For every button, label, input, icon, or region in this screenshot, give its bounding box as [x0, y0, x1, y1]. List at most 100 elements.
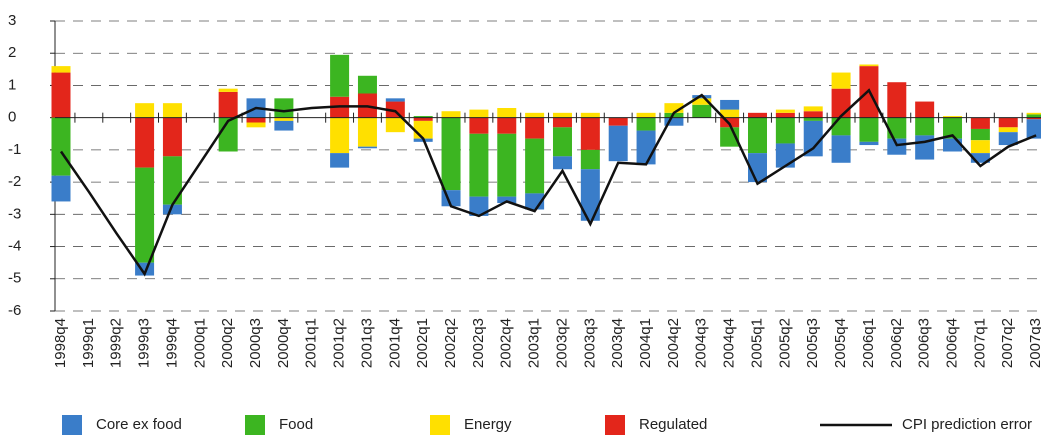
x-tick-label: 1999q3 [136, 318, 153, 368]
bar-segment [357, 117, 377, 147]
bar-segment [330, 117, 350, 154]
line-series [59, 88, 1037, 277]
x-tick-label: 2002q3 [470, 318, 487, 368]
y-tick-label: 0 [8, 109, 16, 126]
x-tick-label: 2000q1 [191, 318, 208, 368]
bar-segment [692, 104, 712, 118]
x-tick-label: 2001q1 [303, 318, 320, 368]
bar-segment [859, 64, 879, 67]
bar-segment [998, 127, 1018, 133]
bar-segment [1026, 114, 1041, 118]
legend-label: Core ex food [96, 416, 182, 433]
bar-segment [803, 106, 823, 112]
x-tick-label: 2006q4 [943, 318, 960, 368]
bar-segment [51, 117, 71, 176]
bar-segment [970, 140, 990, 154]
bar-segment [970, 153, 990, 163]
bar-segment [803, 117, 823, 121]
legend-label: Food [279, 416, 313, 433]
bar-segment [51, 72, 71, 118]
bar-segment [135, 117, 155, 168]
x-tick-label: 2000q4 [275, 318, 292, 368]
bar-segment [469, 109, 489, 118]
bar-segment [162, 156, 182, 205]
x-tick-label: 2007q3 [1027, 318, 1041, 368]
x-tick-label: 2006q1 [860, 318, 877, 368]
bar-segment [887, 138, 907, 155]
bar-segment [357, 75, 377, 94]
bar-segment [775, 109, 795, 113]
x-tick-label: 1999q1 [80, 318, 97, 368]
bar-segment [497, 133, 517, 197]
bar-segment [552, 156, 572, 170]
bar-segment [775, 143, 795, 168]
bar-segment [469, 133, 489, 197]
bar-segment [608, 117, 628, 126]
bar-segment [748, 117, 767, 154]
bar-segment [970, 128, 990, 141]
bar-segment [330, 153, 350, 168]
bar-segment [162, 103, 182, 118]
bar-segment [385, 117, 405, 133]
bar-segment [218, 91, 238, 118]
x-tick-label: 2005q2 [776, 318, 793, 368]
y-tick-label: -3 [8, 205, 21, 222]
x-tick-label: 2001q2 [331, 318, 348, 368]
legend-swatch [430, 415, 450, 435]
bar-segment [608, 125, 628, 162]
x-tick-label: 2003q4 [609, 318, 626, 368]
bar-segment [1026, 112, 1041, 115]
x-tick-label: 1999q2 [108, 318, 125, 368]
x-tick-label: 2002q1 [414, 318, 431, 368]
bar-segment [803, 120, 823, 157]
bar-segment [441, 117, 461, 191]
bar-segment [413, 120, 433, 139]
x-tick-label: 2004q4 [721, 318, 738, 368]
x-tick-label: 2005q4 [832, 318, 849, 368]
x-tick-label: 2003q2 [553, 318, 570, 368]
bar-segment [525, 117, 545, 139]
bar-segment [497, 196, 517, 204]
bar-segment [525, 138, 545, 194]
bar-segment [636, 130, 656, 165]
bar-segment [274, 120, 294, 131]
legend-label: CPI prediction error [902, 416, 1032, 433]
bar-segment [469, 117, 489, 134]
x-tick-label: 2000q3 [247, 318, 264, 368]
x-tick-label: 2007q1 [971, 318, 988, 368]
bar-segment [274, 117, 294, 121]
bar-segment [720, 99, 740, 110]
y-tick-label: -4 [8, 238, 21, 255]
bar-segment [51, 66, 71, 73]
bar-segment [998, 132, 1018, 146]
legend-swatch [605, 415, 625, 435]
bar-segment [692, 98, 712, 105]
x-tick-label: 1999q4 [163, 318, 180, 368]
y-tick-label: 1 [8, 76, 16, 93]
x-tick-label: 2002q2 [442, 318, 459, 368]
x-tick-label: 2005q1 [748, 318, 765, 368]
bar-segment [831, 72, 851, 89]
legend-label: Regulated [639, 416, 707, 433]
bar-segment [970, 117, 990, 129]
x-tick-label: 2003q3 [581, 318, 598, 368]
bar-segment [274, 98, 294, 118]
x-tick-label: 2001q3 [358, 318, 375, 368]
bar-segment [859, 141, 879, 146]
x-tick-label: 2000q2 [219, 318, 236, 368]
bar-segment [915, 117, 935, 136]
bar-segment [887, 82, 907, 118]
bar-segment [803, 111, 823, 118]
y-tick-label: 2 [8, 44, 16, 61]
bar-segment [441, 111, 461, 118]
x-tick-label: 2003q1 [526, 318, 543, 368]
bar-segment [218, 88, 238, 92]
bar-segment [330, 54, 350, 97]
x-tick-label: 2004q1 [637, 318, 654, 368]
x-tick-label: 2004q3 [693, 318, 710, 368]
bar-segment [162, 204, 182, 215]
bar-segment [51, 175, 71, 202]
bar-segment [775, 117, 795, 144]
legend-swatch [62, 415, 82, 435]
